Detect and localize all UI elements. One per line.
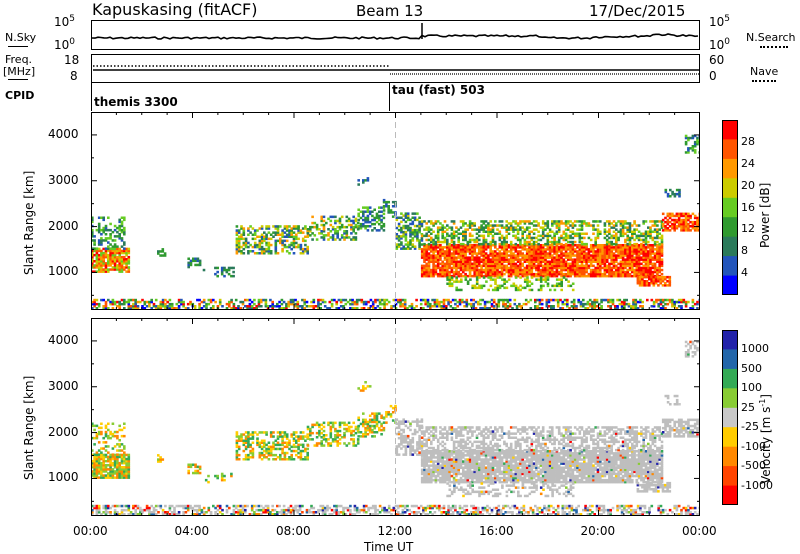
date-title: 17/Dec/2015	[589, 2, 686, 20]
x-tick-0: 00:00	[73, 524, 108, 538]
beam-title: Beam 13	[356, 2, 424, 20]
x-tick-5: 20:00	[580, 524, 616, 538]
power-cbtick-5: 24	[741, 156, 755, 170]
nave-dotted-line	[752, 80, 776, 82]
power-ylabel: Slant Range [km]	[22, 170, 36, 275]
nsky-underline	[8, 46, 28, 47]
velocity-colorbar-label: Velocity [m s-1]	[758, 394, 773, 484]
freq-underline	[8, 79, 28, 80]
power-cbtick-6: 28	[741, 134, 755, 148]
power-cbtick-4: 20	[741, 178, 755, 192]
noise-panel	[91, 20, 700, 50]
noise-axis-right-top-text: 105	[709, 14, 731, 29]
power-cbtick-0: 4	[741, 266, 748, 280]
velocity-cbtick-4: -25	[741, 420, 759, 434]
velocity-ytick-2000: 2000	[48, 424, 79, 439]
power-plot	[91, 112, 700, 310]
velocity-colorbar	[722, 330, 738, 505]
velocity-cbtick-6: -500	[741, 459, 766, 473]
cpid-before: themis 3300	[94, 95, 178, 109]
x-tick-2: 08:00	[276, 524, 311, 538]
power-cbtick-2: 12	[741, 222, 755, 236]
velocity-ylabel: Slant Range [km]	[22, 375, 36, 480]
power-ytick-2000: 2000	[48, 218, 79, 233]
velocity-ytick-4000: 4000	[48, 332, 79, 347]
cpid-after: tau (fast) 503	[392, 83, 485, 97]
nsearch-dotted-line	[760, 46, 788, 48]
freq-axis-left-bottom: 8	[70, 69, 78, 83]
freq-axis-right-top: 60	[709, 53, 725, 67]
power-ytick-4000: 4000	[48, 126, 79, 141]
noise-axis-right-bottom-text: 100	[709, 37, 731, 52]
velocity-cbtick-1: 500	[741, 361, 762, 375]
velocity-ytick-3000: 3000	[48, 378, 79, 393]
noise-axis-right-top: 105	[709, 14, 730, 29]
x-tick-6: 00:00	[682, 524, 717, 538]
noise-axis-left-top: 105	[54, 14, 75, 29]
cpid-divider-mid	[389, 83, 390, 111]
noise-sky-line	[91, 33, 699, 40]
cpid-divider-left	[91, 83, 92, 111]
velocity-cbtick-7: -1000	[741, 478, 773, 492]
velocity-cbtick-5: -100	[741, 439, 766, 453]
noise-axis-left-bottom: 100	[54, 37, 75, 52]
freq-panel	[91, 54, 700, 83]
velocity-cbtick-0: 1000	[741, 342, 769, 356]
power-cbtick-1: 8	[741, 244, 748, 258]
x-tick-3: 12:00	[377, 524, 413, 538]
power-cbtick-3: 16	[741, 200, 755, 214]
freq-label: Freq.	[5, 53, 33, 66]
power-colorbar	[722, 120, 738, 295]
x-tick-4: 16:00	[479, 524, 514, 538]
freq-unit-label: [MHz]	[3, 65, 36, 78]
velocity-cbtick-2: 100	[741, 381, 762, 395]
noise-axis-right-bottom: 100	[709, 37, 730, 52]
nsky-label: N.Sky	[5, 31, 37, 44]
velocity-ytick-1000: 1000	[48, 470, 79, 485]
x-tick-1: 04:00	[174, 524, 210, 538]
freq-axis-left-top: 18	[64, 53, 80, 67]
power-colorbar-label: Power [dB]	[758, 182, 772, 248]
nsearch-label: N.Search	[746, 31, 796, 44]
velocity-plot	[91, 318, 700, 516]
cpid-label: CPID	[5, 89, 35, 102]
power-ytick-3000: 3000	[48, 172, 79, 187]
velocity-cbtick-3: 25	[741, 400, 755, 414]
power-ytick-1000: 1000	[48, 264, 79, 279]
freq-axis-right-bottom: 0	[709, 69, 717, 83]
noise-axis-left-bottom-text: 100	[54, 37, 76, 52]
noise-axis-left-top-text: 105	[54, 14, 76, 29]
nave-label: Nave	[750, 65, 779, 78]
x-axis-label: Time UT	[364, 540, 414, 554]
station-title: Kapuskasing (fitACF)	[92, 0, 258, 19]
